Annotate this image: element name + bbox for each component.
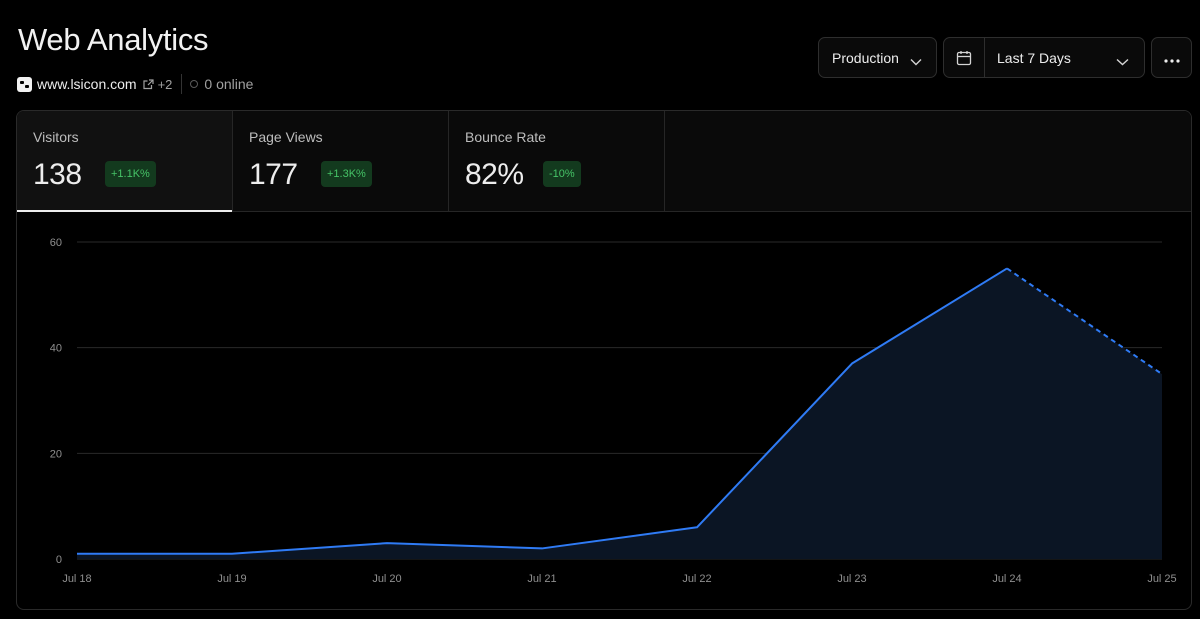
site-favicon-icon — [17, 76, 32, 92]
y-tick-label: 60 — [50, 237, 62, 249]
metric-value: 82% — [465, 158, 524, 191]
calendar-icon[interactable] — [944, 38, 985, 77]
online-count: 0 online — [204, 76, 254, 92]
divider — [181, 74, 183, 94]
metrics-row: Visitors 138 +1.1K% Page Views 177 +1.3K… — [17, 111, 1191, 212]
x-tick-label: Jul 22 — [682, 573, 711, 585]
more-icon — [1163, 50, 1180, 66]
site-info-row: www.lsicon.com +2 0 online — [17, 74, 253, 94]
x-tick-label: Jul 25 — [1147, 573, 1176, 585]
online-status-icon — [190, 80, 199, 88]
metric-label: Visitors — [33, 129, 79, 145]
metric-change-badge: +1.1K% — [105, 161, 156, 187]
x-tick-label: Jul 24 — [992, 573, 1021, 585]
metric-value: 138 — [33, 158, 82, 191]
x-tick-label: Jul 21 — [527, 573, 556, 585]
date-range-label: Last 7 Days — [997, 49, 1071, 66]
environment-select[interactable]: Production — [818, 37, 937, 78]
y-tick-label: 0 — [56, 554, 62, 566]
x-tick-label: Jul 19 — [217, 573, 246, 585]
visitors-area-chart: 0 20 40 60 Jul 18 Jul 19 Jul 20 Jul 21 Jul 22 Jul… — [50, 237, 1177, 585]
environment-label: Production — [832, 49, 899, 66]
page-title: Web Analytics — [18, 22, 209, 57]
chart-series-line — [77, 267, 1008, 555]
external-link-icon[interactable] — [142, 78, 154, 90]
metric-label: Page Views — [249, 129, 323, 145]
chevron-down-icon — [1116, 53, 1129, 69]
more-options-button[interactable] — [1151, 37, 1192, 78]
y-tick-label: 40 — [50, 343, 62, 355]
metric-tab-bounce-rate[interactable]: Bounce Rate 82% -10% — [449, 111, 665, 211]
chart-area-fill — [77, 268, 1162, 559]
metric-change-badge: +1.3K% — [321, 161, 372, 187]
chart-projected-line — [1006, 267, 1163, 375]
metric-tab-page-views[interactable]: Page Views 177 +1.3K% — [233, 111, 449, 211]
site-domain-link[interactable]: www.lsicon.com — [37, 76, 137, 92]
date-range-select[interactable]: Last 7 Days — [943, 37, 1145, 78]
chevron-down-icon — [910, 53, 922, 69]
additional-sites-count[interactable]: +2 — [157, 76, 173, 92]
y-tick-label: 20 — [50, 448, 62, 460]
metric-label: Bounce Rate — [465, 129, 546, 145]
x-tick-label: Jul 18 — [62, 573, 91, 585]
x-tick-label: Jul 20 — [372, 573, 401, 585]
metric-change-badge: -10% — [543, 161, 581, 187]
analytics-card: Visitors 138 +1.1K% Page Views 177 +1.3K… — [16, 110, 1192, 610]
metric-value: 177 — [249, 158, 298, 191]
x-tick-label: Jul 23 — [837, 573, 866, 585]
metric-tab-visitors[interactable]: Visitors 138 +1.1K% — [17, 111, 233, 212]
